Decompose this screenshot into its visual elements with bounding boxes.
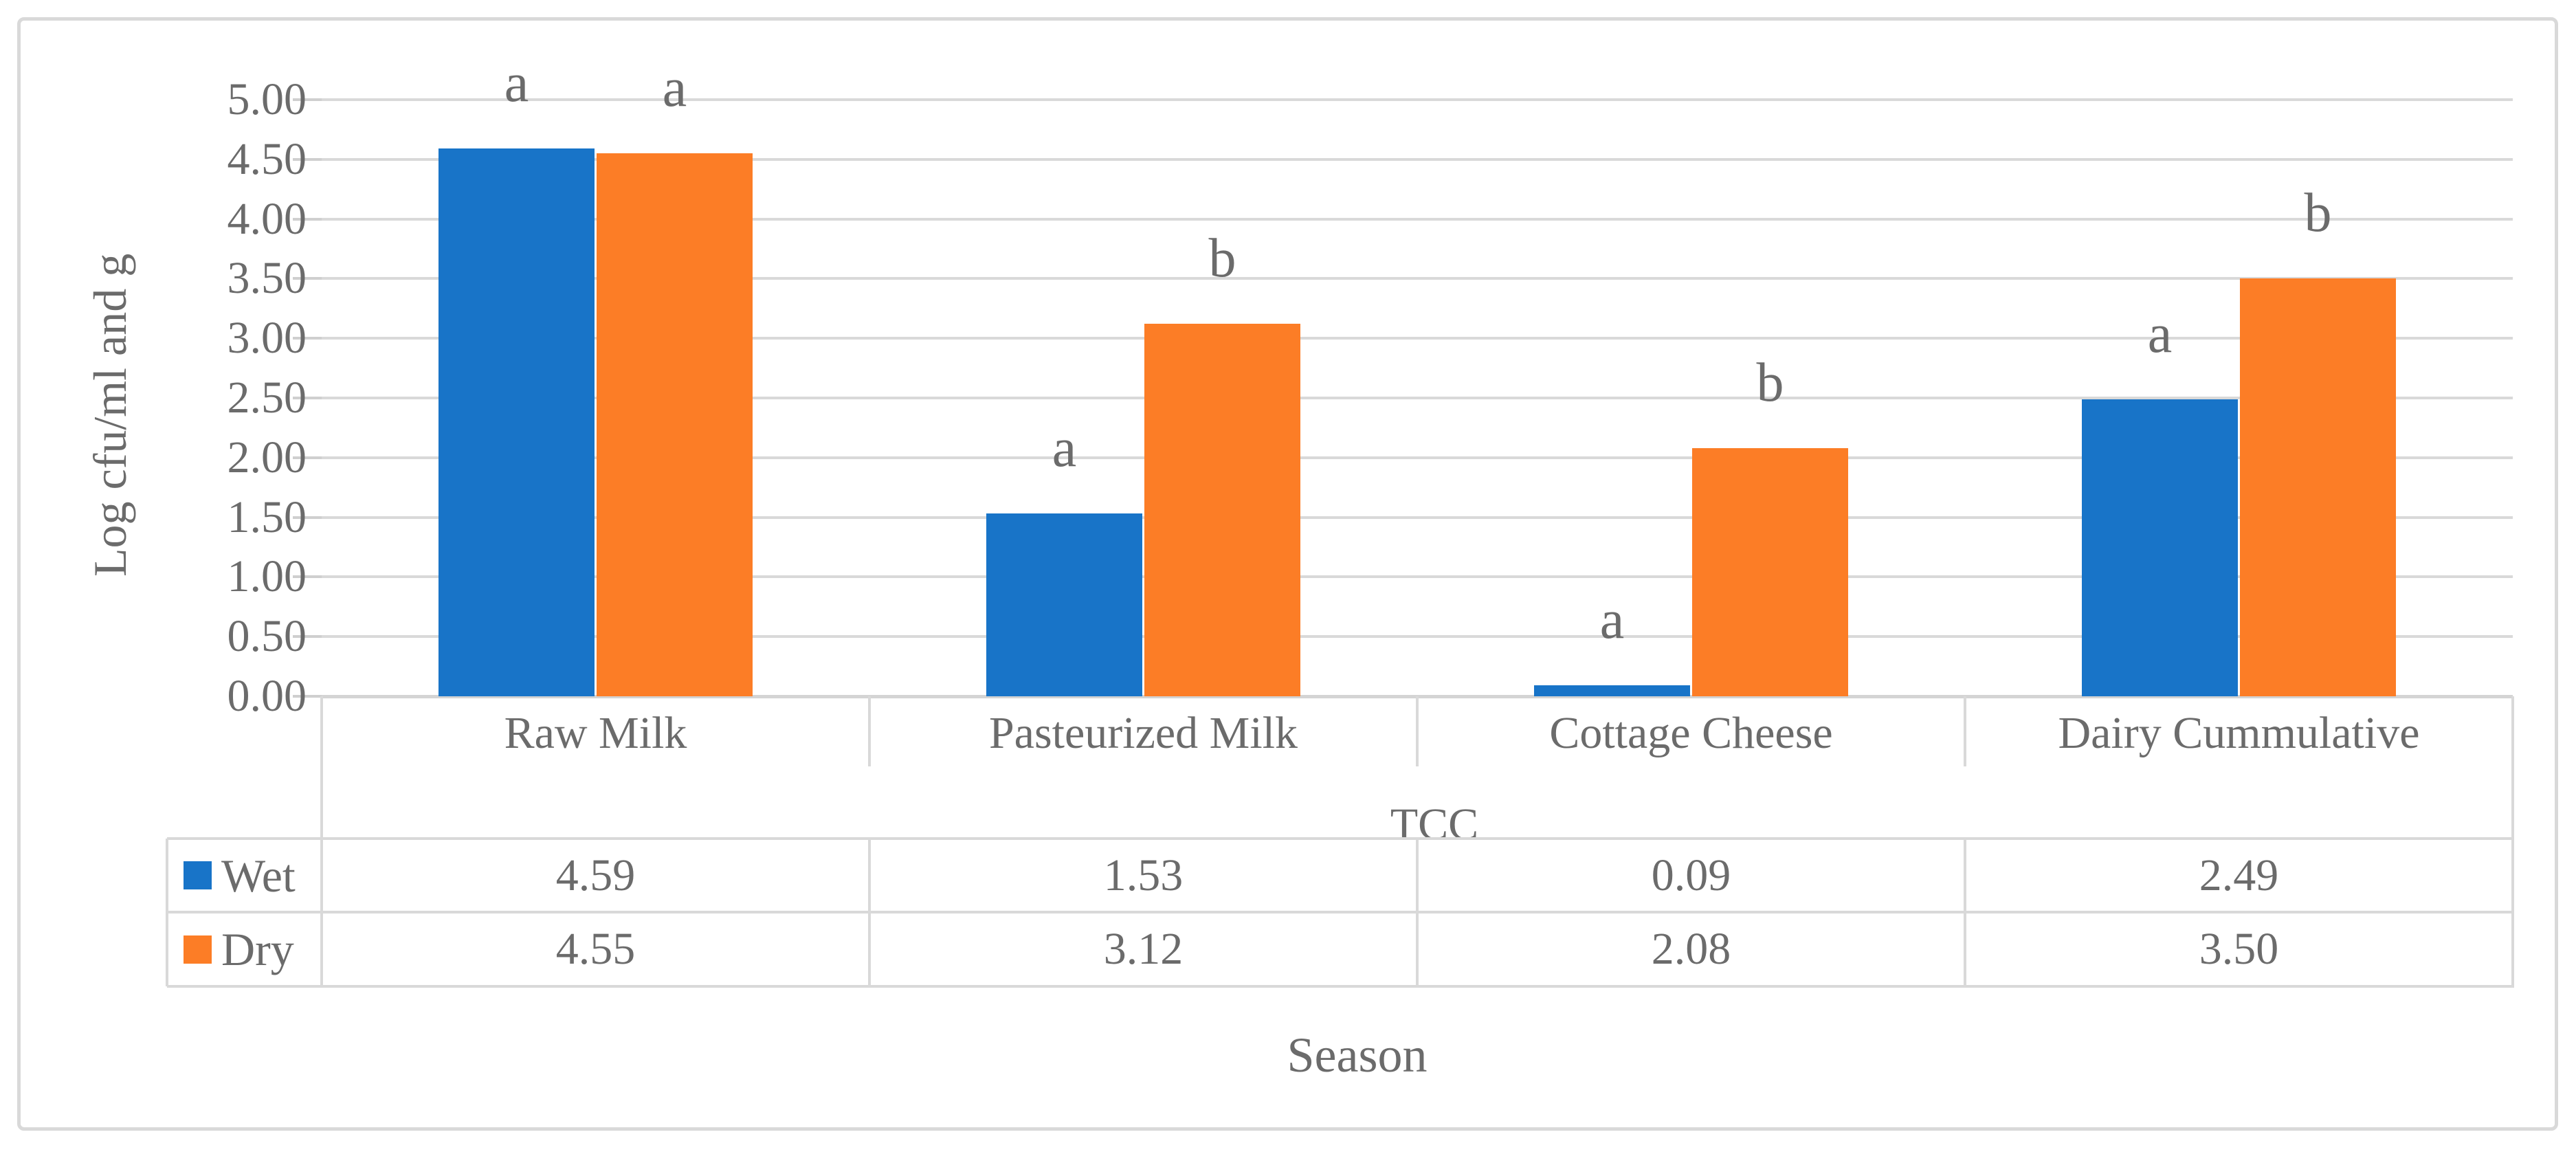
significance-letter: b xyxy=(1208,228,1236,289)
y-tick-label: 4.50 xyxy=(227,133,307,184)
table-border xyxy=(1964,696,1966,766)
table-border xyxy=(1416,696,1419,766)
table-value: 1.53 xyxy=(1103,850,1184,900)
gridline xyxy=(322,157,2513,161)
table-border xyxy=(320,696,323,988)
y-tick-mark xyxy=(293,337,322,340)
gridline xyxy=(322,456,2513,459)
y-tick-mark xyxy=(293,456,322,459)
gridline xyxy=(322,575,2513,579)
y-tick-mark xyxy=(293,575,322,579)
significance-letter: a xyxy=(1599,590,1625,651)
table-value: 2.08 xyxy=(1651,924,1731,974)
gridline xyxy=(322,635,2513,639)
y-tick-mark xyxy=(293,277,322,280)
table-value: 3.50 xyxy=(2199,924,2279,974)
table-border xyxy=(2511,696,2514,988)
category-label: Cottage Cheese xyxy=(1549,708,1833,758)
legend-swatch-wet xyxy=(184,861,212,889)
category-label: Raw Milk xyxy=(504,708,687,758)
bar-wet-dairy-cummulative xyxy=(2082,399,2238,696)
gridline xyxy=(322,98,2513,101)
gridline xyxy=(322,397,2513,399)
gridline xyxy=(322,516,2513,519)
y-tick-label: 0.50 xyxy=(227,611,307,662)
chart-frame: Log cfu/ml and g TCC Season 5.00 4.50 4.00… xyxy=(17,17,2558,1131)
y-tick-mark xyxy=(293,635,322,639)
y-tick-label: 1.50 xyxy=(227,491,307,542)
y-tick-mark xyxy=(293,157,322,161)
table-border xyxy=(167,911,2513,913)
category-label: Pasteurized Milk xyxy=(988,708,1298,758)
y-tick-label: 3.00 xyxy=(227,313,307,364)
table-value: 4.55 xyxy=(555,924,636,974)
x-axis-title: Season xyxy=(1287,1028,1428,1083)
table-border xyxy=(1416,839,1419,986)
significance-letter: b xyxy=(1756,352,1784,413)
table-value: 2.49 xyxy=(2199,850,2279,900)
y-tick-mark xyxy=(293,516,322,519)
axis-group-label-tcc: TCC xyxy=(1390,799,1479,850)
bar-dry-raw-milk xyxy=(597,153,753,696)
y-tick-label: 4.00 xyxy=(227,193,307,244)
category-label: Dairy Cummulative xyxy=(2058,708,2420,758)
table-border xyxy=(868,839,871,986)
y-tick-label: 3.50 xyxy=(227,253,307,304)
y-tick-mark xyxy=(293,695,322,698)
y-tick-label: 2.50 xyxy=(227,373,307,423)
legend-label-dry: Dry xyxy=(221,923,294,975)
legend-swatch-dry xyxy=(184,935,212,964)
table-border xyxy=(167,837,2513,840)
gridline xyxy=(322,217,2513,221)
bar-dry-dairy-cummulative xyxy=(2240,278,2396,696)
table-value: 4.59 xyxy=(555,850,636,900)
bar-wet-raw-milk xyxy=(438,148,595,696)
table-border xyxy=(166,839,168,986)
y-tick-mark xyxy=(293,98,322,101)
y-tick-label: 1.00 xyxy=(227,551,307,602)
table-border xyxy=(868,696,871,766)
significance-letter: a xyxy=(504,53,529,114)
significance-letter: a xyxy=(2147,303,2173,364)
legend-label-wet: Wet xyxy=(221,849,296,902)
bar-wet-pasteurized-milk xyxy=(986,513,1142,696)
y-tick-label: 5.00 xyxy=(227,74,307,124)
y-tick-mark xyxy=(293,397,322,399)
significance-letter: a xyxy=(1052,418,1077,479)
gridline xyxy=(322,277,2513,280)
y-tick-label: 2.00 xyxy=(227,432,307,483)
table-border xyxy=(1964,839,1966,986)
significance-letter: b xyxy=(2304,183,2332,244)
bar-dry-pasteurized-milk xyxy=(1144,324,1300,696)
table-value: 0.09 xyxy=(1651,850,1731,900)
table-border xyxy=(167,985,2513,988)
gridline xyxy=(322,337,2513,340)
y-tick-label: 0.00 xyxy=(227,671,307,721)
bar-dry-cottage-cheese xyxy=(1692,447,1848,696)
significance-letter: a xyxy=(662,58,687,119)
bar-wet-cottage-cheese xyxy=(1534,685,1690,696)
table-value: 3.12 xyxy=(1103,924,1184,974)
y-tick-mark xyxy=(293,217,322,221)
